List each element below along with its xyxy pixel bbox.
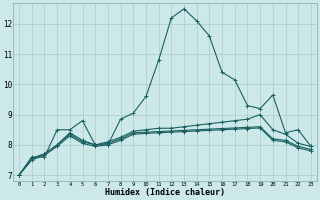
X-axis label: Humidex (Indice chaleur): Humidex (Indice chaleur) — [105, 188, 225, 197]
